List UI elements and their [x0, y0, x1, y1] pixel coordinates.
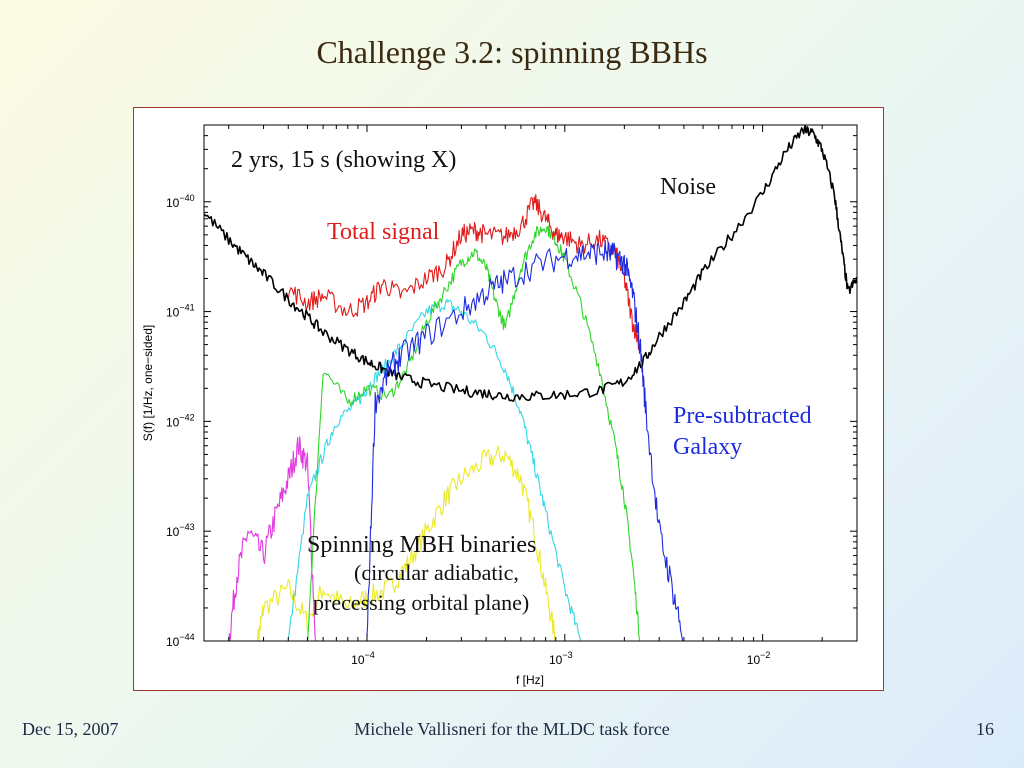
- x-tick-label: 10−2: [747, 650, 771, 667]
- x-tick-label: 10−4: [351, 650, 375, 667]
- series-line-total-signal: [287, 193, 641, 350]
- y-axis-label: S(f) [1/Hz, one−sided]: [141, 325, 155, 441]
- spectrum-chart: 10−4 10−3 10−2 10−44 10−43 10−42 10−41 10−40 f …: [141, 124, 858, 687]
- x-axis-label: f [Hz]: [516, 673, 544, 687]
- series-line-noise: [204, 125, 857, 403]
- y-tick-label: 10−41: [166, 303, 195, 320]
- footer-page-number: 16: [976, 719, 994, 739]
- series-line-galaxy: [366, 239, 684, 641]
- annotation-noise: Noise: [660, 174, 716, 200]
- annotation-total-signal: Total signal: [327, 219, 440, 245]
- tick-layer: 10−4 10−3 10−2 10−44 10−43 10−42 10−41 10−40: [166, 124, 858, 667]
- footer-date: Dec 15, 2007: [22, 719, 119, 739]
- figure-frame: 10−4 10−3 10−2 10−44 10−43 10−42 10−41 10−40 f …: [133, 107, 884, 691]
- annotation-galaxy-line1: Pre-subtracted: [673, 403, 812, 429]
- series-line-mbh-cyan: [287, 298, 582, 641]
- annotation-mbh-line3: precessing orbital plane): [313, 590, 529, 615]
- series-line-mbh-yellow: [257, 445, 556, 641]
- slide-title: Challenge 3.2: spinning BBHs: [316, 34, 708, 70]
- series-line-mbh-green: [307, 224, 641, 641]
- series-layer: [204, 125, 857, 641]
- x-tick-label: 10−3: [549, 650, 573, 667]
- y-tick-label: 10−44: [166, 632, 195, 649]
- series-line-mbh-magenta: [228, 436, 317, 641]
- y-tick-label: 10−43: [166, 522, 195, 539]
- annotation-mbh-line2: (circular adiabatic,: [354, 560, 519, 585]
- plot-area-border: [203, 124, 858, 642]
- footer-author: Michele Vallisneri for the MLDC task for…: [354, 719, 670, 739]
- annotation-run: 2 yrs, 15 s (showing X): [231, 147, 456, 173]
- y-tick-label: 10−40: [166, 193, 195, 210]
- annotation-galaxy-line2: Galaxy: [673, 434, 742, 460]
- y-tick-label: 10−42: [166, 412, 195, 429]
- annotation-mbh-line1: Spinning MBH binaries: [307, 532, 536, 558]
